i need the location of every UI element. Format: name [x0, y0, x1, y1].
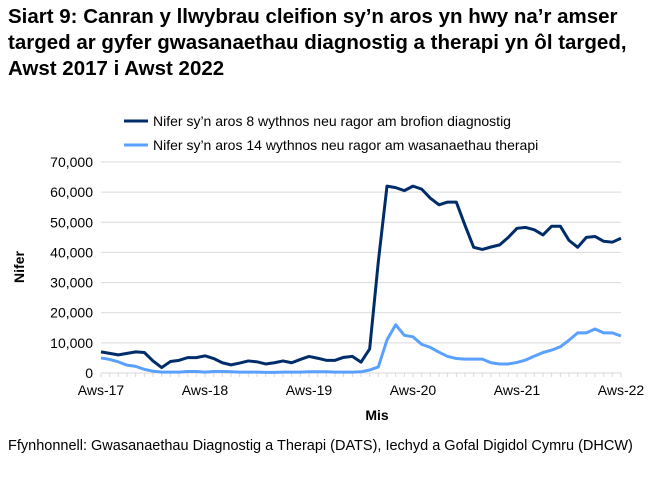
y-tick-label: 50,000 — [50, 214, 93, 230]
x-axis-title: Mis — [365, 407, 389, 423]
x-tick-label: Aws-19 — [286, 382, 333, 398]
chart-title: Siart 9: Canran y llwybrau cleifion sy’n… — [8, 5, 627, 80]
y-tick-label: 70,000 — [50, 154, 93, 170]
y-tick-label: 40,000 — [50, 244, 93, 260]
x-tick-label: Aws-20 — [390, 382, 437, 398]
legend-label-1: Nifer sy’n aros 8 wythnos neu ragor am b… — [153, 113, 511, 129]
x-tick-label: Aws-21 — [494, 382, 541, 398]
y-axis-title: Nifer — [11, 251, 27, 283]
x-tick-label: Aws-17 — [78, 382, 125, 398]
legend-label-2: Nifer sy’n aros 14 wythnos neu ragor am … — [153, 137, 538, 153]
y-tick-label: 10,000 — [50, 335, 93, 351]
source-note: Ffynhonnell: Gwasanaethau Diagnostig a T… — [8, 438, 633, 454]
y-tick-label: 60,000 — [50, 184, 93, 200]
y-tick-label: 30,000 — [50, 275, 93, 291]
x-tick-label: Aws-22 — [598, 382, 645, 398]
series-line-1 — [100, 184, 622, 370]
series-line-2 — [100, 323, 622, 374]
y-tick-label: 0 — [85, 365, 93, 381]
x-tick-label: Aws-18 — [182, 382, 229, 398]
y-tick-label: 20,000 — [50, 305, 93, 321]
